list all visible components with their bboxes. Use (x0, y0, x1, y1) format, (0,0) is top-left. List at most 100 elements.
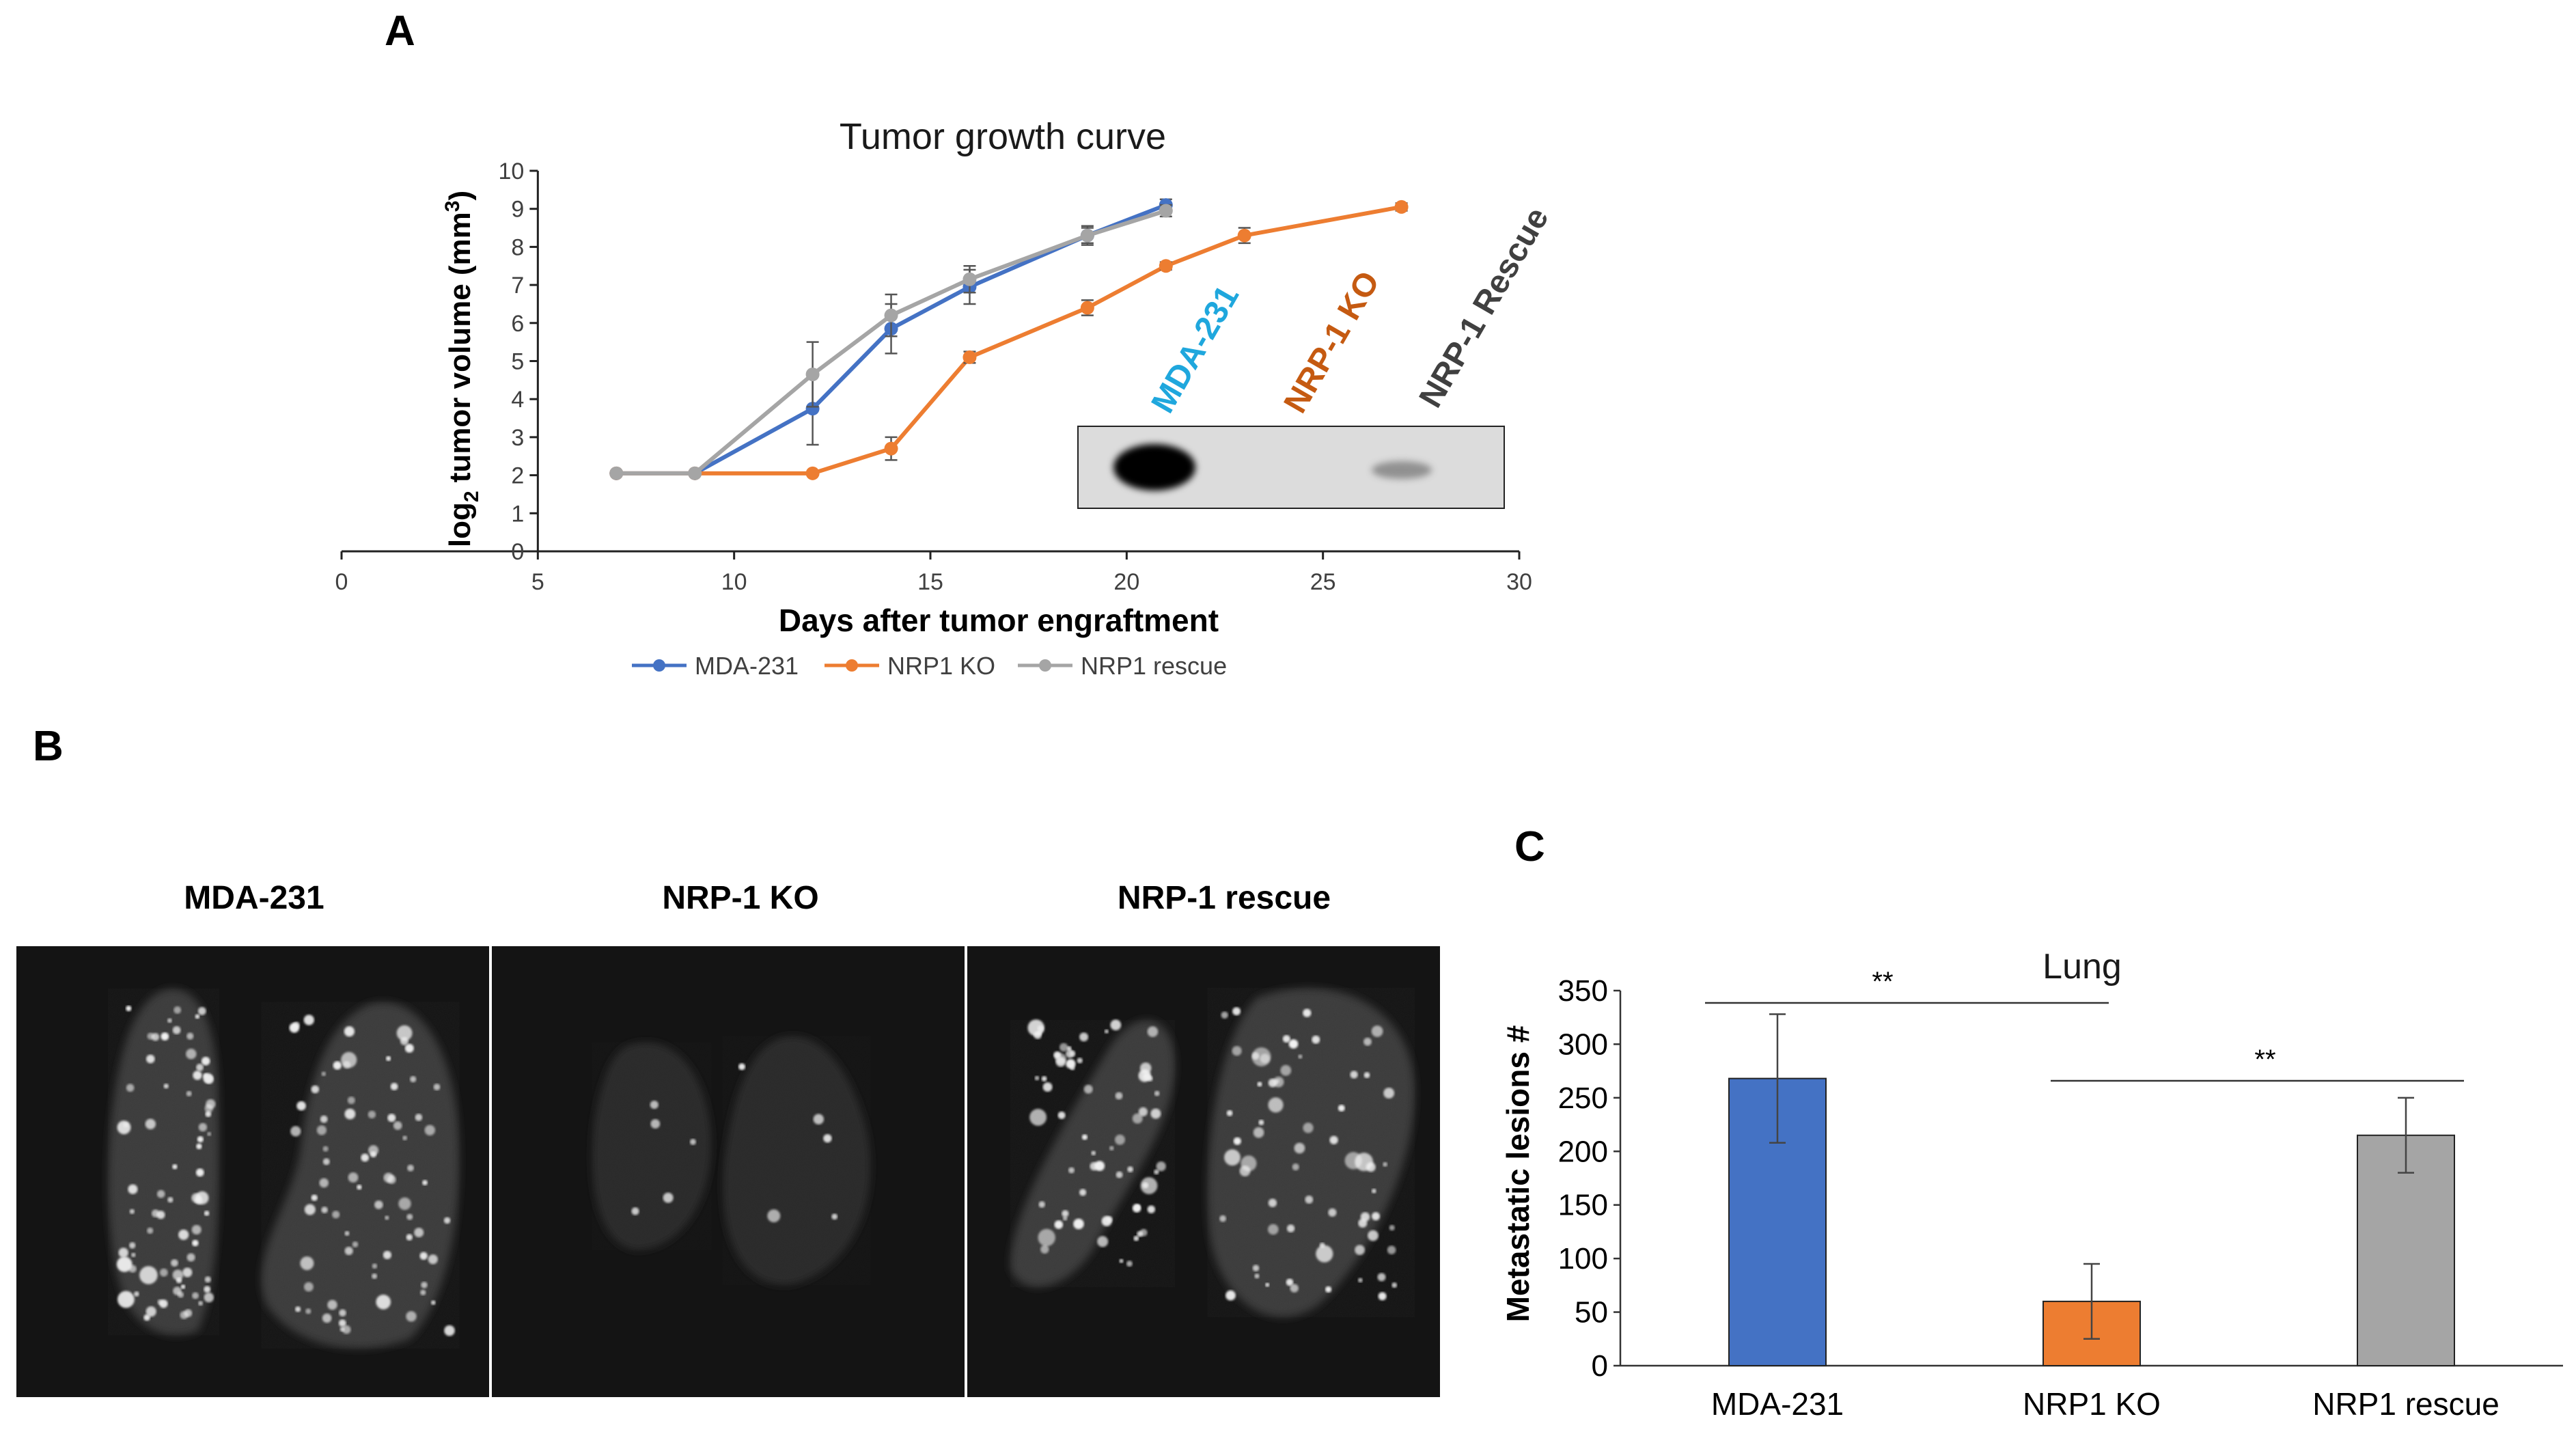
metastatic-spot (406, 1311, 417, 1322)
metastatic-spot (134, 1291, 139, 1297)
metastatic-spot (145, 1118, 156, 1130)
metastatic-spot (1350, 1071, 1358, 1079)
metastatic-spot (1053, 1051, 1062, 1059)
metastatic-spot (1126, 1260, 1133, 1267)
metastatic-spot (1027, 1019, 1044, 1036)
tumor-growth-chart: Tumor growth curve log2 tumor volume (mm… (335, 116, 1556, 680)
metastatic-spot (180, 1311, 189, 1319)
y-tick-label: 2 (511, 463, 524, 489)
metastatic-spot (415, 1114, 423, 1121)
metastatic-spot (404, 1043, 414, 1053)
metastatic-spot (327, 1299, 337, 1310)
legend-item: NRP1 KO (825, 652, 995, 680)
metastatic-spot (823, 1134, 832, 1143)
x-tick-label: 25 (1310, 569, 1336, 595)
metastatic-spot (146, 1306, 156, 1317)
metastatic-spot (1251, 1052, 1260, 1060)
metastatic-spot (1280, 1064, 1292, 1076)
metastatic-spot (174, 1006, 182, 1014)
metastatic-spot (1079, 1032, 1089, 1042)
data-point (962, 350, 977, 364)
metastatic-spot (204, 1276, 211, 1283)
metastatic-spot (1286, 1224, 1295, 1232)
metastatic-spot (1066, 1059, 1076, 1069)
metastatic-spot (1254, 1273, 1260, 1279)
metastatic-spot (322, 1146, 329, 1152)
y-tick-label: 200 (1558, 1135, 1608, 1168)
metastatic-spot (1355, 1245, 1365, 1255)
lung-lobe-texture (1207, 988, 1415, 1317)
data-point (688, 466, 702, 480)
metastatic-spot (663, 1192, 674, 1203)
metastatic-spot (178, 1229, 189, 1240)
metastatic-spot (1104, 1029, 1109, 1034)
metastatic-spot (1389, 1225, 1395, 1231)
metastatic-spot (131, 1252, 136, 1258)
lung-image-1 (492, 946, 965, 1397)
metastatic-spot (344, 1246, 353, 1256)
blot-label-mda231: MDA-231 (1145, 279, 1247, 419)
metastatic-spot (767, 1209, 781, 1223)
y-tick-label: 1 (511, 501, 524, 527)
metastatic-spot (129, 1242, 136, 1249)
y-label-log: log (443, 502, 477, 547)
metastatic-spot (1150, 1108, 1161, 1119)
data-point (1159, 204, 1173, 218)
metastatic-spot (1040, 1245, 1049, 1254)
y-tick-label: 8 (511, 234, 524, 260)
metastatic-spot (1268, 1097, 1284, 1113)
metastatic-spot (1060, 1043, 1068, 1052)
bar-nrp1-rescue (2357, 1134, 2455, 1367)
blot-band-mda231 (1113, 444, 1195, 491)
metastatic-spot (444, 1325, 455, 1336)
metastatic-spot (1137, 1230, 1144, 1237)
metastatic-spot (1383, 1162, 1387, 1167)
metastatic-spot (157, 1299, 163, 1305)
metastatic-spot (383, 1250, 392, 1260)
metastatic-spot (813, 1114, 825, 1125)
metastatic-spot (321, 1207, 328, 1213)
metastatic-spot (393, 1121, 402, 1130)
x-tick-label: 20 (1113, 569, 1139, 595)
metastatic-spot (117, 1291, 135, 1308)
metastatic-spot (650, 1101, 659, 1109)
metastatic-spot (374, 1200, 383, 1209)
metastatic-spot (1294, 1142, 1305, 1154)
chart-a-legend: MDA-231 NRP1 KO NRP1 rescue (632, 652, 1227, 680)
metastatic-spot (372, 1263, 378, 1269)
metastatic-spot (1066, 1046, 1072, 1051)
metastatic-spot (1265, 1282, 1270, 1287)
metastatic-spot (143, 1314, 150, 1321)
metastatic-spot (1066, 1049, 1075, 1058)
metastatic-spot (295, 1306, 301, 1312)
metastatic-spot (372, 1273, 378, 1279)
metastatic-spot (1312, 1035, 1320, 1044)
data-point (1237, 228, 1251, 243)
metastatic-spot (1119, 1258, 1124, 1263)
metastatic-spot (1037, 1025, 1044, 1032)
metastatic-spot (1232, 1046, 1242, 1056)
x-tick-label: 5 (531, 569, 544, 595)
legend-marker (846, 659, 858, 672)
metastatic-spot (186, 1253, 195, 1262)
metastatic-spot (339, 1309, 346, 1317)
metastatic-spot (1391, 1282, 1398, 1288)
blot-label-nrp1-rescue: NRP-1 Rescue (1413, 202, 1556, 414)
metastatic-spot (352, 1241, 359, 1247)
y-tick-label: 4 (511, 387, 524, 413)
metastatic-spot (1091, 1150, 1096, 1156)
series-nrp1-ko (609, 199, 1409, 480)
metastatic-spot (117, 1120, 131, 1135)
metastatic-spot (1101, 1215, 1112, 1226)
metastatic-spot (172, 1026, 181, 1034)
metastatic-spot (1132, 1204, 1141, 1213)
blot-label-nrp1-ko: NRP-1 KO (1277, 265, 1387, 419)
metastatic-spot (1073, 1218, 1084, 1230)
metastatic-spot (1221, 1011, 1228, 1019)
metastatic-spot (347, 1097, 355, 1105)
metastatic-spot (1298, 1054, 1303, 1059)
metastatic-spot (300, 1256, 314, 1271)
metastatic-spot (1325, 1286, 1332, 1293)
metastatic-spot (176, 1277, 182, 1284)
metastatic-spot (147, 1032, 154, 1040)
